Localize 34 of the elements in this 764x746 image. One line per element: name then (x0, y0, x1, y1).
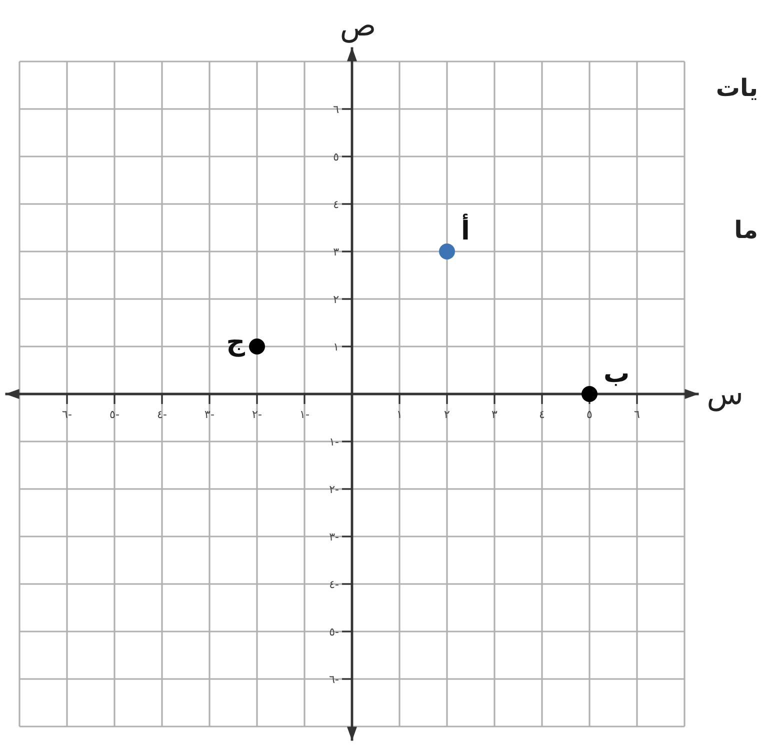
x-tick-label: ٥ (586, 408, 593, 421)
x-tick-label: ٤ (539, 408, 546, 421)
x-tick-label: ٥- (110, 408, 120, 421)
y-tick-label: ٤- (329, 578, 340, 591)
x-tick-label: ١- (300, 408, 310, 421)
y-tick-label: ٥- (329, 626, 340, 638)
point (582, 386, 598, 402)
x-axis-title: س (706, 377, 744, 412)
y-tick-label: ٤ (333, 198, 340, 211)
y-tick-label: ٣ (333, 246, 340, 258)
text: ما (734, 216, 758, 244)
x-tick-label: ٣ (492, 408, 498, 421)
x-tick-label: ٦ (634, 408, 640, 421)
x-tick-label: ٦- (62, 408, 72, 421)
x-tick-label: ٢ (444, 408, 450, 421)
y-tick-label: ٢- (329, 483, 340, 496)
point (249, 338, 265, 354)
y-tick-label: ٣- (329, 530, 340, 544)
series-label: أ (461, 214, 470, 246)
x-tick-label: ٤- (157, 408, 167, 421)
y-axis-title: ص (340, 8, 376, 44)
x-tick-label: ٢- (252, 408, 262, 421)
y-tick-label: ٦ (333, 103, 340, 116)
series-label: ب (604, 359, 630, 389)
y-tick-label: ١ (333, 340, 339, 354)
series-label: ج (226, 328, 246, 358)
y-tick-label: ٢ (333, 293, 340, 306)
y-tick-label: ٦- (329, 673, 340, 686)
y-tick-label: ٥ (333, 150, 340, 164)
x-tick-label: ٣- (204, 408, 214, 421)
x-tick-label: ١ (396, 408, 402, 421)
text: يات (716, 74, 758, 102)
point (439, 244, 455, 260)
y-tick-label: ١- (329, 436, 340, 448)
